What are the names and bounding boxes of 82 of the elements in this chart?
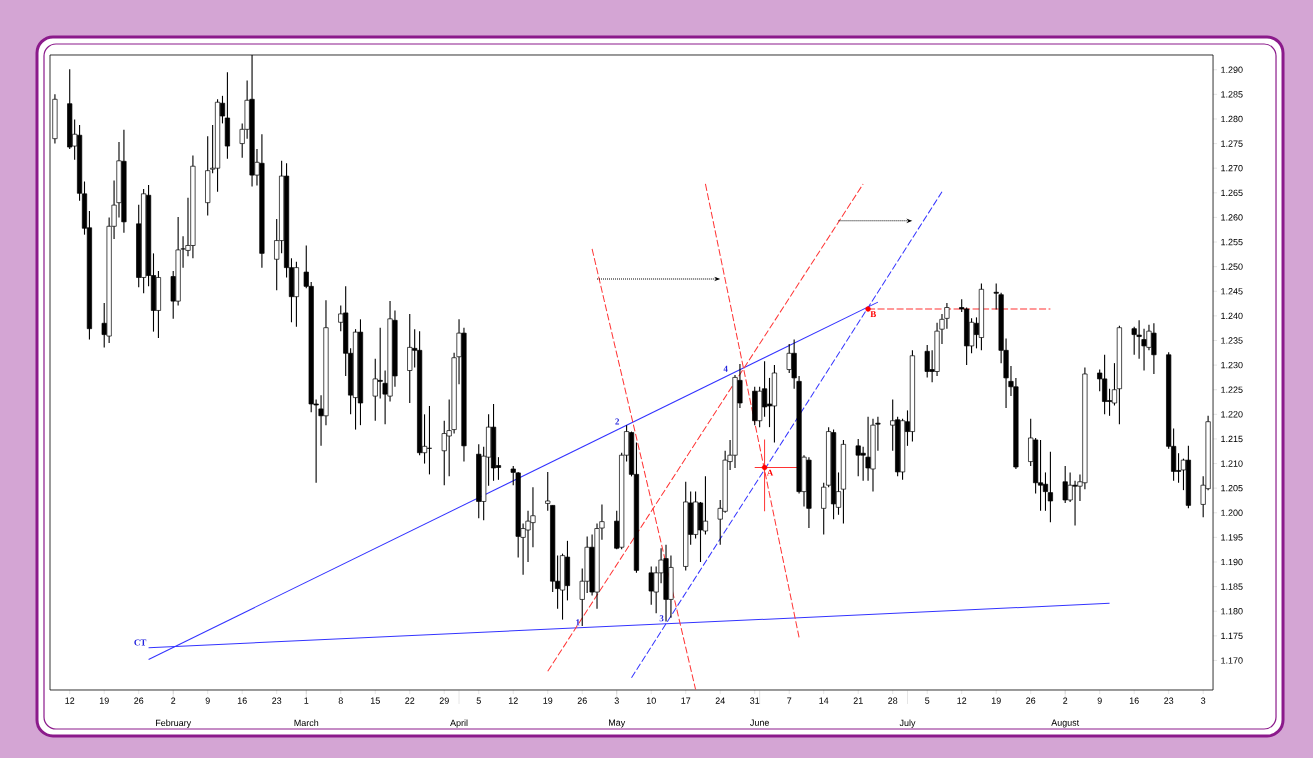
y-tick-label: 1.190 [1221, 558, 1243, 566]
y-tick-label: 1.225 [1221, 386, 1243, 393]
x-tick-label: 28 [888, 697, 898, 704]
y-tick-label: 1.170 [1221, 657, 1243, 664]
y-tick-label: 1.255 [1221, 238, 1243, 246]
x-tick-label: 7 [787, 697, 792, 704]
x-tick-label: 12 [508, 697, 518, 704]
x-tick-label: 23 [272, 697, 282, 704]
x2-tick-label: March [294, 719, 319, 727]
x-tick-label: 31 [750, 697, 760, 704]
x-tick-label: 23 [1164, 697, 1174, 704]
x2-tick-label: April [450, 719, 468, 728]
x-tick-label: 29 [439, 697, 449, 704]
candlestick [1047, 451, 1053, 523]
x-tick-label: 19 [543, 697, 553, 704]
x-tick-label: 9 [1097, 697, 1102, 704]
y-tick-label: 1.270 [1221, 165, 1243, 172]
y-tick-label: 1.220 [1221, 411, 1243, 418]
x-tick-label: 26 [1026, 697, 1036, 704]
x2-tick-label: July [899, 719, 916, 728]
y-tick-label: 1.245 [1221, 288, 1243, 295]
x-tick-label: 15 [370, 697, 380, 704]
x2-tick-label: May [609, 719, 626, 728]
annotation: 1 [576, 619, 580, 626]
y-tick-label: 1.200 [1221, 509, 1243, 516]
x-tick-label: 21 [853, 697, 863, 704]
y-tick-label: 1.210 [1221, 460, 1243, 467]
x-tick-label: 8 [338, 697, 343, 704]
y-tick-label: 1.180 [1221, 608, 1243, 615]
candlestick [1042, 471, 1049, 512]
x-tick-label: 26 [577, 697, 587, 704]
y-tick-label: 1.175 [1221, 632, 1243, 639]
y-tick-label: 1.230 [1221, 361, 1243, 369]
x-tick-label: 12 [957, 697, 967, 704]
candlestick [702, 475, 709, 535]
x-tick-label: 14 [819, 697, 829, 704]
y-tick-label: 1.235 [1221, 337, 1243, 344]
y-tick-label: 1.250 [1221, 263, 1243, 270]
point [907, 219, 912, 223]
point [715, 277, 720, 281]
annotation: 3 [659, 615, 664, 622]
y-tick-label: 1.215 [1221, 435, 1243, 443]
candlestick [1111, 362, 1118, 407]
x-tick-label: 2 [1063, 697, 1068, 704]
x-tick-label: 5 [925, 697, 930, 704]
x-tick-label: 5 [476, 697, 481, 704]
x-tick-label: 16 [237, 697, 247, 704]
data-label: B [870, 311, 876, 318]
x-tick-label: 16 [1129, 697, 1139, 704]
y-tick-label: 1.265 [1221, 189, 1243, 196]
x-tick-label: 9 [205, 697, 210, 704]
x-tick-label: 10 [646, 697, 656, 704]
annotation: CT [134, 639, 147, 646]
y-tick-label: 1.290 [1221, 66, 1243, 73]
x-tick-label: 12 [65, 697, 75, 704]
x-tick-label: 22 [405, 697, 415, 704]
x-tick-label: 19 [99, 697, 109, 704]
x2-tick-label: February [156, 719, 192, 728]
annotation: 4 [723, 365, 728, 372]
x-tick-label: 2 [171, 697, 176, 704]
x-tick-label: 24 [715, 697, 725, 704]
x-tick-label: 26 [134, 697, 144, 704]
point [865, 306, 871, 312]
point [761, 464, 768, 471]
x2-tick-label: June [750, 719, 769, 726]
x-tick-label: 3 [614, 697, 619, 704]
y-tick-label: 1.285 [1221, 91, 1243, 98]
y-tick-label: 1.195 [1221, 534, 1243, 541]
y-tick-label: 1.260 [1221, 214, 1243, 221]
x-tick-label: 17 [681, 697, 691, 704]
y-tick-label: 1.280 [1221, 115, 1243, 123]
y-tick-label: 1.240 [1221, 312, 1243, 320]
x-tick-label: 1 [304, 697, 309, 704]
y-tick-label: 1.205 [1221, 484, 1243, 492]
annotation: 2 [615, 418, 620, 425]
x2-tick-label: August [1051, 719, 1080, 728]
x-tick-label: 3 [1201, 697, 1206, 704]
y-tick-label: 1.185 [1221, 583, 1243, 590]
x-tick-label: 19 [991, 697, 1001, 704]
data-label: A [766, 469, 774, 476]
y-tick-label: 1.275 [1221, 140, 1243, 147]
candlestick [924, 344, 930, 378]
